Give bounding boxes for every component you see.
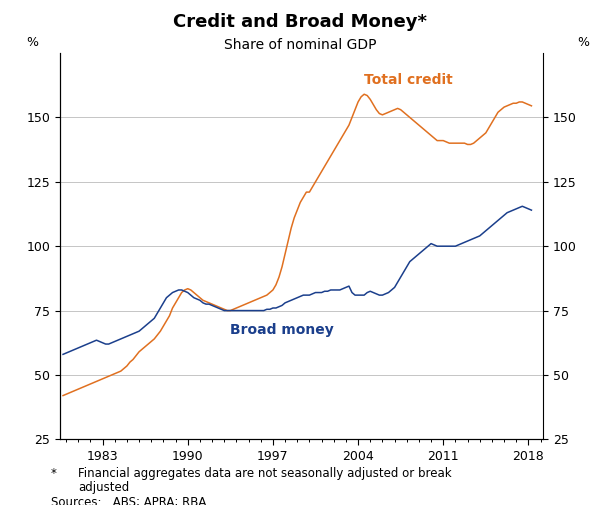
- Text: Sources:   ABS; APRA; RBA: Sources: ABS; APRA; RBA: [51, 496, 206, 505]
- Text: Broad money: Broad money: [230, 323, 334, 337]
- Text: *: *: [51, 467, 57, 480]
- Text: Total credit: Total credit: [364, 73, 453, 87]
- Text: %: %: [26, 36, 38, 49]
- Text: %: %: [577, 36, 589, 49]
- Text: adjusted: adjusted: [78, 481, 129, 494]
- Text: Share of nominal GDP: Share of nominal GDP: [224, 38, 376, 52]
- Text: Credit and Broad Money*: Credit and Broad Money*: [173, 13, 427, 31]
- Text: Financial aggregates data are not seasonally adjusted or break: Financial aggregates data are not season…: [78, 467, 452, 480]
